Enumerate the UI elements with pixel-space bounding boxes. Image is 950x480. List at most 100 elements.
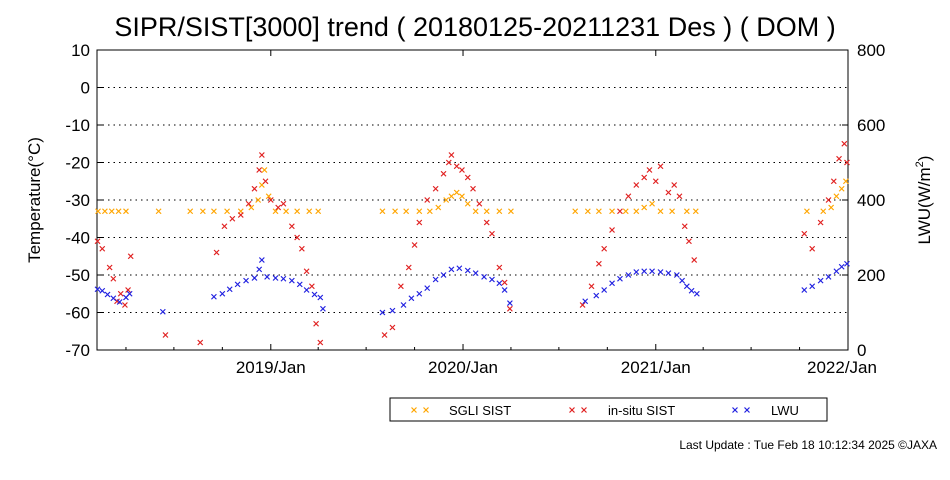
in-situ-sist-point <box>275 204 282 211</box>
in-situ-sist-point <box>94 238 101 245</box>
sgli-sist-point <box>657 208 664 215</box>
lwu-point <box>110 295 117 302</box>
legend-marker <box>732 407 738 413</box>
lwu-point <box>210 293 217 300</box>
legend-markers <box>411 407 750 413</box>
in-situ-sist-point <box>251 185 258 192</box>
in-situ-sist-point <box>229 215 236 222</box>
lwu-point <box>693 290 700 297</box>
lwu-point <box>489 276 495 283</box>
lwu-point <box>379 309 386 316</box>
x-tick-label: 2020/Jan <box>428 358 498 377</box>
y-axis-label: Temperature(°C) <box>25 137 44 263</box>
in-situ-sist-point <box>483 219 490 226</box>
in-situ-sist-point <box>448 152 455 158</box>
sgli-sist-point <box>101 208 108 215</box>
lwu-point <box>593 292 600 299</box>
y-tick-label: 0 <box>81 79 90 98</box>
in-situ-sist-point <box>416 219 423 226</box>
sgli-sist-point <box>435 204 442 211</box>
in-situ-sist-point <box>817 219 824 226</box>
legend-label-lwu: LWU <box>771 403 799 418</box>
lwu-point <box>801 287 808 293</box>
y-tick-label: -30 <box>65 191 90 210</box>
in-situ-sist-point <box>844 159 850 166</box>
data-series <box>94 140 850 346</box>
lwu-point <box>673 272 680 278</box>
in-situ-sist-point <box>288 223 295 230</box>
sgli-sist-point <box>123 208 129 215</box>
series-0 <box>95 167 849 215</box>
sgli-sist-point <box>622 208 629 215</box>
lwu-point <box>472 270 479 277</box>
sgli-sist-point <box>448 193 455 200</box>
sgli-sist-point <box>108 208 115 215</box>
lwu-point <box>633 269 640 275</box>
sgli-sist-point <box>443 197 450 203</box>
sgli-sist-point <box>803 208 810 215</box>
in-situ-sist-point <box>262 178 269 185</box>
in-situ-sist-point <box>470 185 476 192</box>
last-update-text: Last Update : Tue Feb 18 10:12:34 2025 ©… <box>679 438 937 452</box>
sgli-sist-point <box>692 208 699 215</box>
lwu-point <box>320 305 326 312</box>
lwu-point <box>641 268 648 275</box>
lwu-point <box>496 280 503 287</box>
lwu-point <box>809 283 816 290</box>
legend-marker <box>411 407 417 413</box>
legend-marker <box>569 407 575 413</box>
lwu-point <box>416 290 423 297</box>
lwu-point <box>506 300 513 307</box>
sgli-sist-point <box>248 204 255 211</box>
lwu-point <box>317 294 324 301</box>
lwu-point <box>389 307 396 314</box>
sgli-sist-point <box>508 208 514 215</box>
in-situ-sist-point <box>588 283 595 290</box>
in-situ-sist-point <box>237 212 244 218</box>
sgli-sist-point <box>633 208 640 215</box>
in-situ-sist-point <box>676 193 683 200</box>
in-situ-sist-point <box>671 182 678 188</box>
lwu-point <box>817 277 824 284</box>
lwu-point <box>400 302 407 308</box>
y-tick-label: -60 <box>65 304 90 323</box>
lwu-point <box>679 277 686 284</box>
sgli-sist-point <box>315 208 322 215</box>
right-axis-ticks: 800 600 400 200 0 <box>842 41 885 360</box>
sgli-sist-point <box>265 193 272 200</box>
lwu-point <box>464 267 471 274</box>
in-situ-sist-point <box>397 283 404 290</box>
sgli-sist-point <box>403 208 410 215</box>
lwu-point <box>440 272 447 278</box>
in-situ-sist-point <box>221 223 228 230</box>
lwu-point <box>99 287 106 294</box>
in-situ-sist-point <box>459 167 465 173</box>
in-situ-sist-point <box>633 182 640 188</box>
lwu-point <box>448 266 455 273</box>
lwu-point <box>683 283 690 290</box>
in-situ-sist-point <box>801 230 808 237</box>
in-situ-sist-point <box>841 140 848 147</box>
lwu-point <box>219 290 226 297</box>
sgli-sist-point <box>496 208 503 215</box>
in-situ-sist-point <box>294 234 301 241</box>
in-situ-sist-point <box>641 174 648 181</box>
in-situ-sist-point <box>127 253 134 260</box>
y2-tick-label: 400 <box>857 191 885 210</box>
lwu-point <box>303 287 310 293</box>
y2-axis-label-base: LWU(W/m <box>915 167 934 244</box>
gridlines <box>97 87 848 313</box>
sgli-sist-point <box>842 178 849 185</box>
in-situ-sist-point <box>464 174 471 181</box>
legend-label-sgli: SGLI SIST <box>449 403 511 418</box>
sgli-sist-point <box>115 208 122 215</box>
lwu-point <box>296 281 303 288</box>
in-situ-sist-point <box>424 197 431 203</box>
in-situ-sist-point <box>595 260 602 267</box>
left-axis-ticks: 10 0 -10 -20 -30 -40 -50 -60 -70 <box>65 41 103 360</box>
in-situ-sist-point <box>489 230 495 237</box>
lwu-point <box>625 272 632 278</box>
lwu-point <box>456 265 463 272</box>
in-situ-sist-point <box>411 242 418 248</box>
in-situ-sist-point <box>686 238 692 245</box>
